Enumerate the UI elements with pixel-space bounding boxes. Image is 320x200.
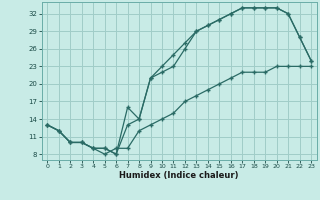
X-axis label: Humidex (Indice chaleur): Humidex (Indice chaleur): [119, 171, 239, 180]
